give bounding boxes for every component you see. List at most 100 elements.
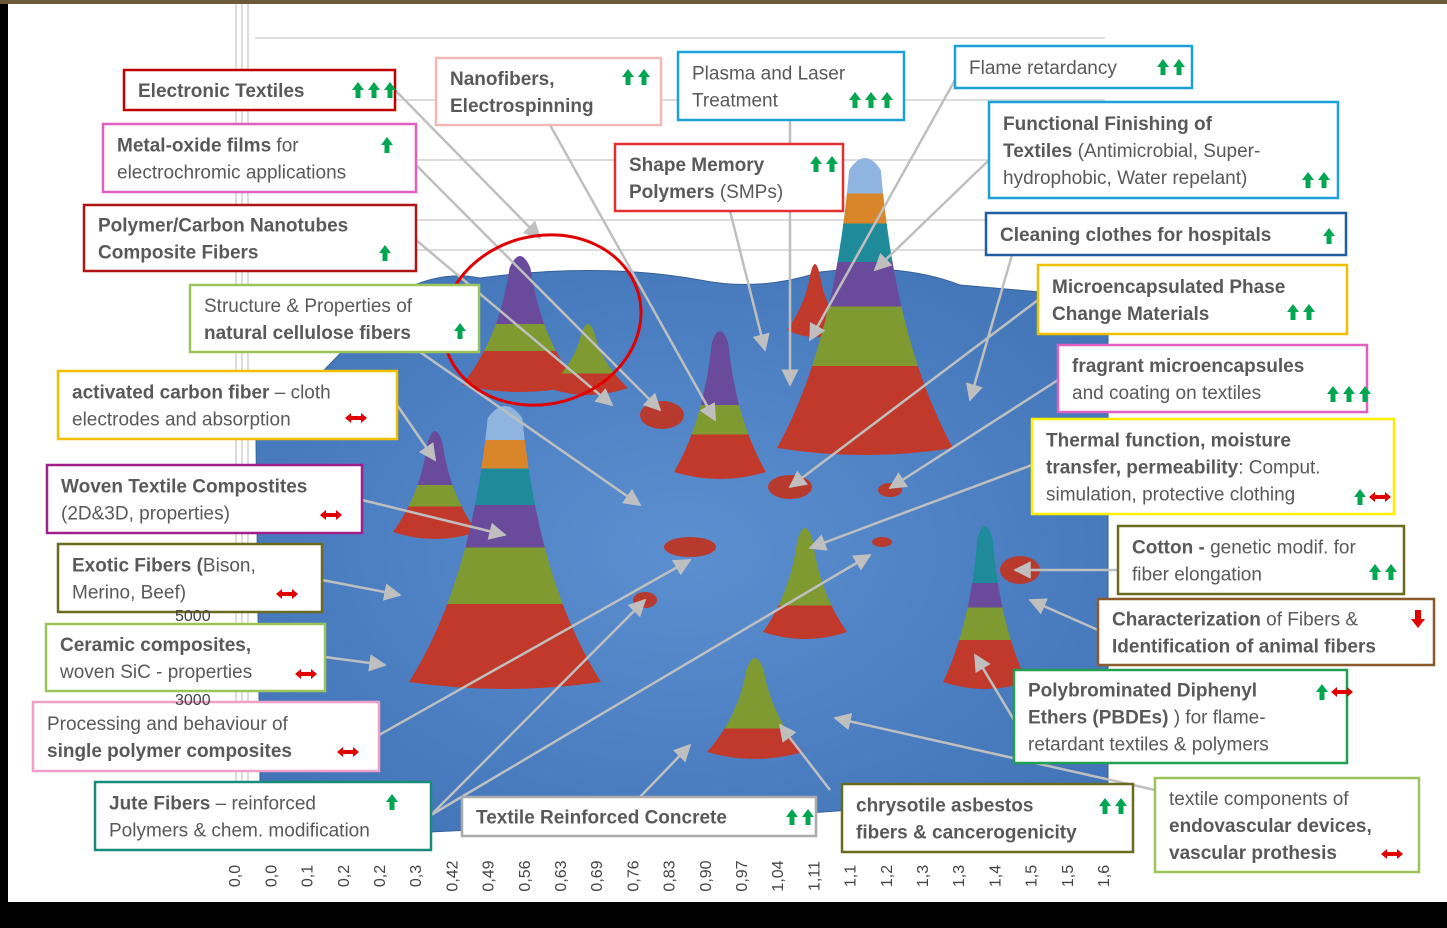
label-run: natural cellulose fibers bbox=[204, 323, 411, 344]
label-text: Composite Fibers bbox=[98, 243, 258, 264]
label-run: Polybrominated Diphenyl bbox=[1028, 681, 1257, 702]
label-text: Exotic Fibers (Bison, bbox=[72, 556, 256, 577]
x-axis-label: 0,63 bbox=[553, 860, 570, 891]
label-box bbox=[56, 369, 399, 441]
connector-arrow bbox=[415, 239, 614, 407]
label-box bbox=[44, 622, 327, 693]
label-run: chrysotile asbestos bbox=[856, 796, 1033, 817]
trend-up-icon bbox=[622, 69, 634, 85]
label-text: Characterization of Fibers & bbox=[1112, 610, 1358, 631]
trend-stable-icon bbox=[276, 589, 298, 599]
label-text: Change Materials bbox=[1052, 304, 1209, 325]
label-run: genetic modif. for bbox=[1205, 538, 1357, 559]
trend-up-icon bbox=[1323, 228, 1335, 244]
x-axis-label: 1,2 bbox=[879, 865, 896, 887]
trend-stable-icon bbox=[295, 669, 317, 679]
trend-up-icon bbox=[638, 69, 650, 85]
label-box bbox=[953, 44, 1194, 90]
blob bbox=[664, 537, 716, 557]
label-box bbox=[101, 122, 418, 194]
trend-up-icon bbox=[826, 156, 838, 172]
connector-arrow bbox=[321, 578, 402, 601]
label-text: chrysotile asbestos bbox=[856, 796, 1033, 817]
x-axis-label: 0,42 bbox=[444, 860, 461, 891]
trend-stable-icon bbox=[337, 747, 359, 757]
label-run: – cloth bbox=[269, 383, 330, 404]
label-run: : Comput. bbox=[1238, 458, 1320, 479]
x-axis-label: 1,1 bbox=[843, 865, 860, 887]
label-text: retardant textiles & polymers bbox=[1028, 735, 1269, 756]
label-box bbox=[676, 50, 906, 122]
label-text: Polymers (SMPs) bbox=[629, 182, 783, 203]
label-text: Cleaning clothes for hospitals bbox=[1000, 225, 1271, 246]
peak bbox=[763, 528, 847, 639]
label-run: Textile Reinforced Concrete bbox=[476, 808, 727, 829]
label-run: Cleaning clothes for hospitals bbox=[1000, 225, 1271, 246]
label-box bbox=[1030, 417, 1396, 516]
trend-up-icon bbox=[1287, 304, 1299, 320]
label-text: hydrophobic, Water repelant) bbox=[1003, 168, 1247, 189]
connector-arrow bbox=[888, 378, 1059, 490]
connector-arrow bbox=[430, 598, 647, 816]
label-text: single polymer composites bbox=[47, 741, 292, 762]
trend-up-icon bbox=[1318, 172, 1330, 188]
trend-up-icon bbox=[1354, 489, 1366, 505]
trend-stable-icon bbox=[345, 413, 367, 423]
x-axis-label: 0,76 bbox=[625, 860, 642, 891]
blob bbox=[872, 537, 892, 547]
connector-arrow bbox=[808, 463, 1033, 551]
label-text: Metal-oxide films for bbox=[117, 136, 299, 157]
label-box bbox=[434, 56, 663, 127]
label-text: Shape Memory bbox=[629, 155, 765, 176]
label-run: (2D&3D, properties) bbox=[61, 504, 230, 525]
label-text: Cotton - genetic modif. for bbox=[1132, 538, 1357, 559]
connector-arrow bbox=[973, 653, 1016, 721]
trend-up-icon bbox=[379, 245, 391, 261]
connector-arrow bbox=[378, 558, 692, 737]
trend-up-icon bbox=[786, 809, 798, 825]
label-text: Structure & Properties of bbox=[204, 296, 413, 317]
label-text: and coating on textiles bbox=[1072, 383, 1261, 404]
connector-arrow bbox=[778, 723, 831, 791]
x-axis-label: 0,56 bbox=[517, 860, 534, 891]
x-axis-label: 1,5 bbox=[1060, 865, 1077, 887]
trend-stable-icon bbox=[1369, 492, 1391, 502]
connector-arrow bbox=[833, 712, 1156, 792]
x-axis-label: 0,90 bbox=[698, 860, 715, 891]
blob bbox=[878, 483, 902, 497]
label-text: Textile Reinforced Concrete bbox=[476, 808, 727, 829]
label-text: endovascular devices, bbox=[1169, 816, 1372, 837]
label-boxes: Electronic Textiles Metal-oxide films for… bbox=[31, 44, 1436, 874]
label-box bbox=[1036, 263, 1349, 336]
label-run: Ethers (PBDEs) bbox=[1028, 708, 1168, 729]
label-text: Polymers & chem. modification bbox=[109, 821, 370, 842]
label-run: (Antimicrobial, Super- bbox=[1072, 141, 1260, 162]
x-axis-label: 0,2 bbox=[336, 865, 353, 887]
label-run: Structure & Properties of bbox=[204, 296, 413, 317]
x-axis-label: 1,3 bbox=[951, 865, 968, 887]
x-axis-label: 1,4 bbox=[987, 865, 1004, 887]
label-text: electrodes and absorption bbox=[72, 410, 291, 431]
label-text: simulation, protective clothing bbox=[1046, 485, 1295, 506]
label-run: Electrospinning bbox=[450, 96, 594, 117]
label-run: (SMPs) bbox=[715, 182, 784, 203]
label-text: Nanofibers, bbox=[450, 69, 555, 90]
trend-up-icon bbox=[1385, 564, 1397, 580]
label-box bbox=[613, 142, 845, 213]
label-run: Microencapsulated Phase bbox=[1052, 277, 1285, 298]
x-axis-label: 0,83 bbox=[662, 860, 679, 891]
label-text: Flame retardancy bbox=[969, 58, 1117, 79]
label-text: Textiles (Antimicrobial, Super- bbox=[1003, 141, 1260, 162]
connector-arrow bbox=[873, 159, 990, 272]
label-text: fiber elongation bbox=[1132, 565, 1262, 586]
label-run: Ceramic composites, bbox=[60, 635, 251, 656]
trend-up-icon bbox=[1343, 386, 1355, 402]
connector-arrow bbox=[324, 654, 387, 672]
label-box bbox=[1096, 597, 1436, 667]
connector-arrow bbox=[808, 79, 957, 342]
label-box bbox=[56, 542, 324, 614]
peak bbox=[674, 331, 766, 479]
label-text: Microencapsulated Phase bbox=[1052, 277, 1285, 298]
label-run: and coating on textiles bbox=[1072, 383, 1261, 404]
